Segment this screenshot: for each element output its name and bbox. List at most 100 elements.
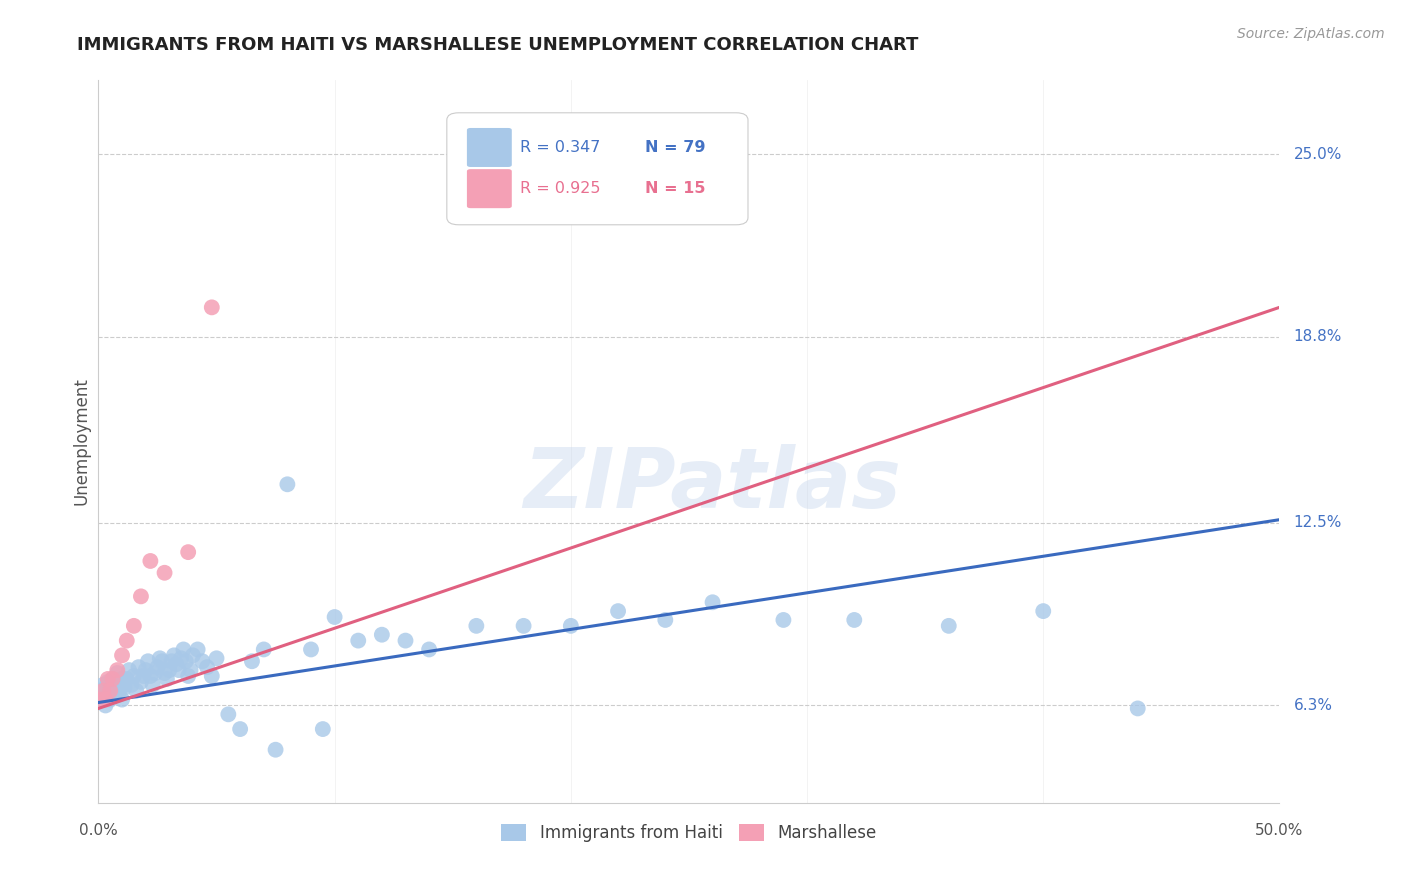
Point xyxy=(132,669,155,683)
Point xyxy=(172,642,194,657)
Point xyxy=(150,654,173,668)
Point xyxy=(607,604,630,618)
Point xyxy=(105,663,128,677)
Point xyxy=(90,692,112,706)
Point xyxy=(122,669,145,683)
Point xyxy=(112,681,135,695)
Point xyxy=(1126,701,1149,715)
Point xyxy=(174,654,197,668)
Point xyxy=(217,707,239,722)
Point xyxy=(512,619,534,633)
Point xyxy=(177,669,200,683)
Point xyxy=(153,566,176,580)
Text: 18.8%: 18.8% xyxy=(1294,329,1341,344)
Point xyxy=(104,681,127,695)
Point xyxy=(165,657,187,672)
Point xyxy=(938,619,960,633)
Point xyxy=(844,613,866,627)
Point xyxy=(122,619,145,633)
Point xyxy=(240,654,263,668)
Point xyxy=(195,660,218,674)
Point xyxy=(128,660,150,674)
Point xyxy=(229,722,252,736)
Point xyxy=(170,651,193,665)
Point xyxy=(465,619,488,633)
Text: R = 0.347: R = 0.347 xyxy=(520,140,600,155)
Point xyxy=(98,683,121,698)
Point xyxy=(139,554,162,568)
Point xyxy=(101,672,124,686)
Point xyxy=(143,666,166,681)
Point xyxy=(115,633,138,648)
Point xyxy=(105,666,128,681)
Point xyxy=(160,654,183,668)
Y-axis label: Unemployment: Unemployment xyxy=(72,377,90,506)
Point xyxy=(112,678,135,692)
Point xyxy=(90,683,112,698)
Point xyxy=(201,669,224,683)
Point xyxy=(264,742,287,756)
FancyBboxPatch shape xyxy=(447,112,748,225)
Point xyxy=(371,628,394,642)
Point xyxy=(276,477,298,491)
Point xyxy=(136,654,159,668)
Point xyxy=(560,619,582,633)
Point xyxy=(97,672,120,686)
Point xyxy=(153,666,176,681)
Point xyxy=(394,633,416,648)
Point xyxy=(191,654,214,668)
Point xyxy=(91,683,114,698)
Point xyxy=(129,674,152,689)
Point xyxy=(98,678,121,692)
Point xyxy=(347,633,370,648)
Point xyxy=(149,651,172,665)
Point xyxy=(118,663,141,677)
Point xyxy=(163,648,186,663)
Point xyxy=(108,683,131,698)
Text: R = 0.925: R = 0.925 xyxy=(520,181,600,196)
Text: ZIPatlas: ZIPatlas xyxy=(523,444,901,525)
Text: 6.3%: 6.3% xyxy=(1294,698,1333,713)
Point xyxy=(111,692,134,706)
Point xyxy=(125,683,148,698)
Point xyxy=(91,678,114,692)
Point xyxy=(94,681,117,695)
Point xyxy=(323,610,346,624)
Point xyxy=(772,613,794,627)
Point xyxy=(702,595,724,609)
Point xyxy=(146,660,169,674)
Point xyxy=(101,683,124,698)
Point xyxy=(1032,604,1054,618)
Point xyxy=(94,692,117,706)
Point xyxy=(129,590,152,604)
Point xyxy=(139,669,162,683)
Point xyxy=(98,692,121,706)
FancyBboxPatch shape xyxy=(467,128,512,167)
Text: 0.0%: 0.0% xyxy=(79,823,118,838)
Legend: Immigrants from Haiti, Marshallese: Immigrants from Haiti, Marshallese xyxy=(495,817,883,848)
Text: IMMIGRANTS FROM HAITI VS MARSHALLESE UNEMPLOYMENT CORRELATION CHART: IMMIGRANTS FROM HAITI VS MARSHALLESE UNE… xyxy=(77,36,918,54)
Point xyxy=(105,674,128,689)
Point xyxy=(111,672,134,686)
Point xyxy=(312,722,335,736)
Text: 12.5%: 12.5% xyxy=(1294,516,1341,530)
Point xyxy=(111,648,134,663)
Point xyxy=(187,642,209,657)
Point xyxy=(418,642,440,657)
Point xyxy=(104,687,127,701)
Point xyxy=(654,613,676,627)
Point xyxy=(97,674,120,689)
Point xyxy=(299,642,322,657)
Point xyxy=(108,678,131,692)
Point xyxy=(115,672,138,686)
Point xyxy=(201,301,224,315)
Point xyxy=(177,545,200,559)
Text: N = 79: N = 79 xyxy=(645,140,706,155)
Point xyxy=(101,672,124,686)
Point xyxy=(253,642,276,657)
Point xyxy=(205,651,228,665)
Point xyxy=(180,663,202,677)
Point xyxy=(121,678,143,692)
Text: N = 15: N = 15 xyxy=(645,181,706,196)
Point xyxy=(142,678,165,692)
